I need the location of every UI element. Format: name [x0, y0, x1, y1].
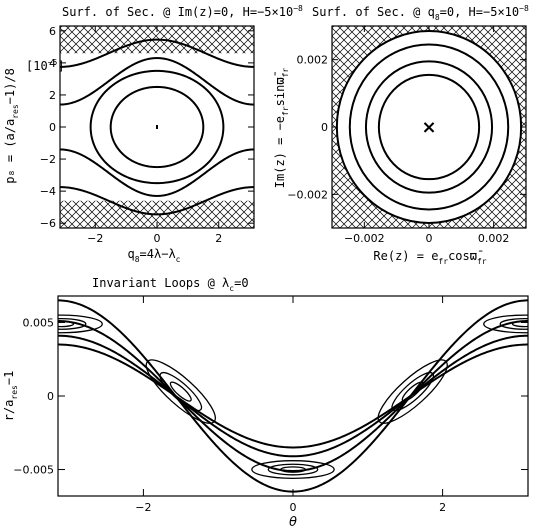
b-island-2-loop-1 [267, 463, 319, 476]
tl-ytick-label-0: −6 [40, 217, 56, 230]
tr-center-marker: × [421, 117, 436, 138]
panel-top-left: Surf. of Sec. @ Im(z)=0, H=−5×10−8 −2 0 2−… [3, 4, 303, 264]
b-island-0-loop-0 [58, 314, 103, 334]
b-xtick-label-2: 2 [439, 501, 446, 514]
b-island-1-loop-1 [499, 317, 528, 330]
b-xtick-label-1: 0 [290, 501, 297, 514]
tl-xtick-label-0: −2 [87, 232, 103, 245]
tl-ytick-label-5: 4 [49, 57, 56, 70]
b-island-1-loop-0 [483, 314, 528, 334]
b-island-3-loop-2 [169, 381, 192, 402]
tl-curve-2 [60, 57, 254, 106]
tl-curves [60, 38, 254, 216]
b-ticks: −2 0 2 −0.005 0 0.005 [13, 296, 528, 514]
tr-circle-2 [348, 43, 510, 211]
tl-ytick-label-1: −4 [40, 185, 56, 198]
tl-ytick-label-3: 0 [49, 121, 56, 134]
tr-ytick-label-0: −0.002 [287, 188, 328, 201]
tr-ylabel: Im(z) = −efrsinϖ̄fr [273, 68, 290, 189]
b-island-4-loop-0 [377, 359, 448, 424]
tl-curve-4 [60, 148, 254, 197]
b-island-2-loop-2 [280, 466, 306, 473]
tl-title: Surf. of Sec. @ Im(z)=0, H=−5×10−8 [62, 4, 303, 19]
tr-xtick-label-1: 0 [426, 232, 433, 245]
b-ytick-label-2: 0.005 [23, 316, 55, 329]
tr-hatch-region [332, 26, 526, 228]
panel-bottom: Invariant Loops @ λc=0 −2 0 2−0.00500.005 … [2, 276, 529, 530]
tl-unit: [10−5] [26, 58, 65, 73]
b-island-1-loop-2 [511, 320, 528, 328]
tr-title: Surf. of Sec. @ q8=0, H=−5×10−8 [312, 4, 529, 22]
b-ytick-label-1: 0 [47, 390, 54, 403]
b-frame [57, 295, 529, 497]
tr-curves: × [335, 30, 523, 224]
tr-circle-0 [377, 73, 481, 181]
b-xtick-label-0: −2 [135, 501, 151, 514]
tl-xtick-label-2: 2 [215, 232, 222, 245]
b-island-4-loop-2 [401, 381, 424, 402]
b-curve-2 [58, 334, 528, 458]
tr-ytick-label-1: 0 [321, 121, 328, 134]
b-island-0-loop-1 [58, 317, 87, 330]
b-curve-3 [58, 343, 528, 449]
tr-xtick-label-0: −0.002 [344, 232, 385, 245]
b-xlabel: θ [289, 515, 297, 530]
b-island-4-loop-1 [391, 371, 435, 412]
tr-ytick-label-2: 0.002 [297, 54, 329, 67]
tl-ytick-label-2: −2 [40, 153, 56, 166]
tl-ytick-label-6: 6 [49, 25, 56, 38]
tl-curve-3 [60, 38, 254, 68]
b-island-3-loop-1 [159, 371, 203, 412]
tl-curve-0 [109, 85, 205, 169]
tl-curve-1 [89, 69, 225, 185]
b-island-0-loop-2 [58, 320, 75, 328]
panel-top-right: Surf. of Sec. @ q8=0, H=−5×10−8 × −0.002… [273, 4, 529, 266]
tl-curve-5 [60, 186, 254, 216]
tl-ticks: −2 0 2 −6 −4 −2 0 2 4 6 [40, 25, 254, 245]
tr-circle-1 [364, 60, 494, 194]
tr-xtick-label-2: 0.002 [478, 232, 510, 245]
b-title: Invariant Loops @ λc=0 [92, 276, 249, 293]
tr-xlabel: Re(z) = efrcosϖ̄fr [373, 249, 486, 266]
b-island-2-loop-0 [251, 460, 335, 480]
b-curves [58, 299, 528, 493]
tl-xtick-label-1: 0 [154, 232, 161, 245]
b-ytick-label-0: −0.005 [13, 464, 54, 477]
b-curve-1 [58, 320, 528, 473]
tl-ytick-label-4: 2 [49, 89, 56, 102]
b-curve-0 [58, 299, 528, 493]
tr-ticks: −0.002 0 0.002 −0.002 0 0.002 [287, 26, 526, 245]
b-ylabel: r/ares−1 [2, 371, 19, 422]
b-island-3-loop-0 [145, 359, 216, 424]
tl-xlabel: q8=4λ−λc [127, 247, 180, 264]
tl-ylabel: p₈ = (a/ares−1)/8 [3, 68, 20, 184]
tr-hatched-region [332, 26, 526, 228]
